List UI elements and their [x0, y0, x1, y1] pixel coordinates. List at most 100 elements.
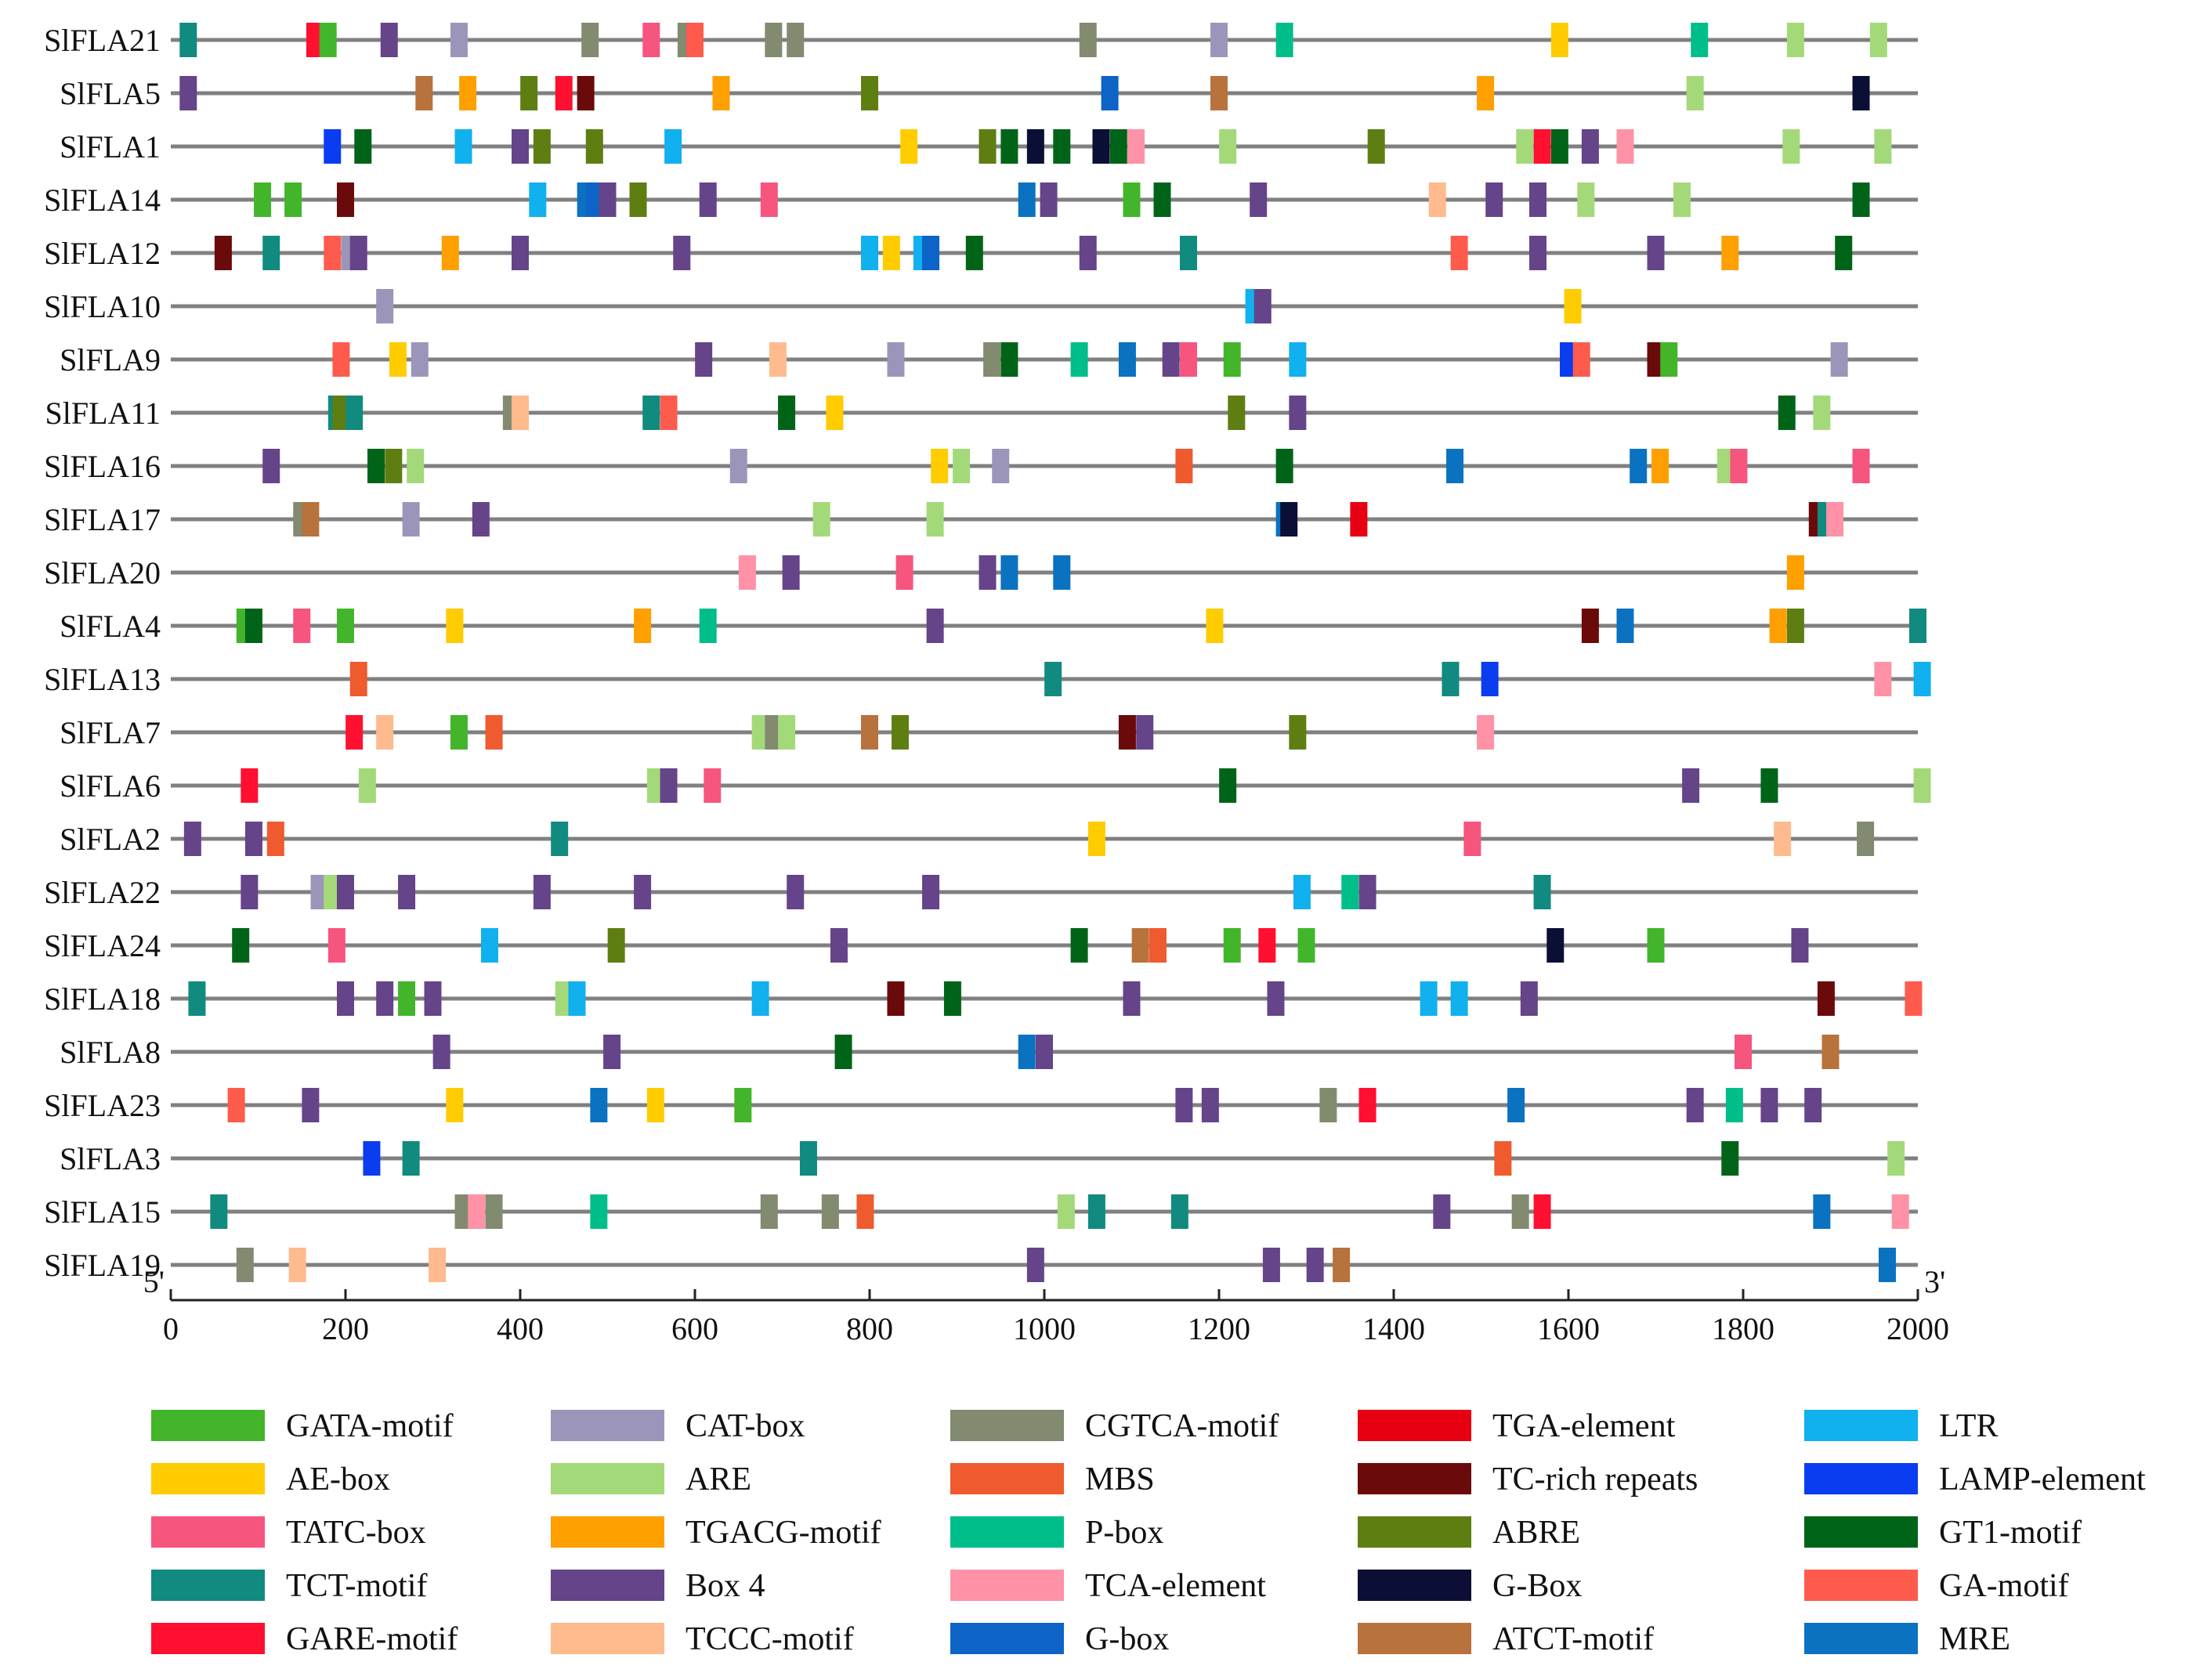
legend-item-gare-motif: GARE-motif	[151, 1621, 458, 1657]
legend-label: GATA-motif	[286, 1408, 454, 1444]
motif-site-tct-motif	[262, 236, 280, 270]
motif-site-tca-element	[1127, 129, 1145, 164]
motif-site-tct-motif	[551, 822, 569, 856]
motif-site-box-4	[699, 182, 717, 217]
motif-site-tc-rich-repeats	[1581, 609, 1599, 643]
gene-row-slfla18: SlFLA18	[44, 981, 1923, 1017]
motif-site-tatc-box	[1852, 449, 1870, 483]
motif-site-box-4	[1289, 396, 1307, 430]
legend-swatch	[950, 1463, 1064, 1494]
motif-site-gata-motif	[1647, 928, 1665, 963]
motif-site-cgtca-motif	[454, 1194, 472, 1229]
motif-site-tccc-motif	[1428, 182, 1446, 217]
gene-label: SlFLA15	[44, 1194, 161, 1230]
motif-site-atct-motif	[1210, 76, 1228, 110]
motif-site-tc-rich-repeats	[887, 981, 905, 1016]
gene-label: SlFLA16	[44, 449, 161, 484]
motif-site-ae-box	[826, 396, 844, 430]
motif-site-box-4	[1267, 981, 1285, 1016]
motif-site-box-4	[244, 822, 262, 856]
motif-site-box-4	[262, 449, 280, 483]
motif-site-tccc-motif	[376, 715, 394, 750]
motif-site-mre	[1446, 449, 1464, 483]
motif-site-p-box	[1691, 23, 1709, 57]
motif-site-atct-motif	[1333, 1248, 1351, 1282]
motif-site-box-4	[337, 981, 354, 1016]
motif-site-box-4	[512, 129, 529, 164]
motif-site-abre	[979, 129, 997, 164]
x-tick-label: 800	[846, 1311, 893, 1346]
motif-site-gata-motif	[284, 182, 302, 217]
motif-site-mre	[1507, 1088, 1525, 1122]
motif-site-atct-motif	[1821, 1035, 1840, 1069]
gene-row-slfla16: SlFLA16	[44, 449, 1918, 484]
legend-item-tga-element: TGA-element	[1358, 1408, 1676, 1444]
motif-site-are	[646, 768, 664, 803]
motif-site-tccc-motif	[429, 1248, 447, 1282]
gene-row-slfla11: SlFLA11	[45, 396, 1918, 431]
motif-site-box-4	[1250, 182, 1268, 217]
legend-label: CGTCA-motif	[1085, 1408, 1279, 1444]
motif-site-tatc-box	[327, 928, 345, 963]
motif-site-gare-motif	[555, 76, 573, 110]
motif-site-ga-motif	[324, 236, 342, 270]
legend-label: G-Box	[1492, 1568, 1582, 1604]
motif-site-box-4	[922, 875, 940, 909]
motif-site-tct-motif	[188, 981, 206, 1016]
motif-site-box-4	[1433, 1194, 1451, 1229]
motif-site-box-4	[1682, 768, 1700, 803]
motif-site-mbs	[1494, 1141, 1512, 1176]
motif-site-are	[407, 449, 425, 483]
legend-item-tatc-box: TATC-box	[151, 1515, 426, 1551]
motif-site-tgacg-motif	[1721, 236, 1739, 270]
gene-label: SlFLA18	[44, 981, 161, 1017]
gene-row-slfla1: SlFLA1	[60, 129, 1918, 164]
motif-site-gare-motif	[1533, 1194, 1551, 1229]
gene-label: SlFLA11	[45, 396, 161, 431]
motif-site-ltr	[664, 129, 682, 164]
motif-site-are	[358, 768, 376, 803]
motif-site-tct-motif	[179, 23, 197, 57]
legend-item-cat-box: CAT-box	[551, 1408, 805, 1444]
motif-site-mre	[1616, 609, 1634, 643]
motif-site-cgtca-motif	[1511, 1194, 1529, 1229]
motif-site-gare-motif	[1533, 129, 1551, 164]
motif-site-box-4	[1136, 715, 1154, 750]
legend-item-gt1-motif: GT1-motif	[1804, 1515, 2082, 1551]
motif-site-tga-element	[1350, 502, 1368, 537]
motif-site-gata-motif	[734, 1088, 752, 1122]
motif-site-cat-box	[376, 289, 394, 323]
gene-row-slfla20: SlFLA20	[44, 555, 1918, 591]
legend-label: TC-rich repeats	[1492, 1461, 1698, 1498]
gene-label: SlFLA23	[44, 1088, 161, 1123]
legend-item-ltr: LTR	[1804, 1408, 1998, 1444]
motif-site-ae-box	[389, 342, 407, 377]
motif-site-mre	[1053, 555, 1071, 590]
motif-site-box-4	[424, 981, 442, 1016]
motif-site-gata-motif	[254, 182, 272, 217]
gene-row-slfla10: SlFLA10	[44, 289, 1918, 324]
legend-swatch	[151, 1623, 265, 1654]
motif-site-cat-box	[402, 502, 420, 537]
gene-label: SlFLA14	[44, 182, 161, 218]
motif-site-p-box	[699, 609, 717, 643]
motif-site-abre	[861, 76, 878, 110]
motif-site-box-4	[782, 555, 800, 590]
gene-label: SlFLA19	[44, 1248, 161, 1283]
motif-site-tca-element	[1891, 1194, 1909, 1229]
motif-site-abre	[585, 129, 603, 164]
gene-row-slfla21: SlFLA21	[44, 23, 1918, 58]
motif-site-box-4	[349, 236, 367, 270]
motif-site-are	[1577, 182, 1595, 217]
motif-site-tgacg-motif	[441, 236, 459, 270]
motif-site-tccc-motif	[769, 342, 787, 377]
motif-site-are	[555, 981, 573, 1016]
legend-swatch	[1358, 1410, 1471, 1441]
motif-site-ae-box	[931, 449, 949, 483]
legend-swatch	[551, 1570, 664, 1601]
motif-site-tc-rich-repeats	[1118, 715, 1136, 750]
motif-site-box-4	[634, 875, 652, 909]
gene-label: SlFLA22	[44, 875, 161, 910]
motif-site-box-4	[472, 502, 490, 537]
legend-swatch	[1358, 1516, 1471, 1548]
